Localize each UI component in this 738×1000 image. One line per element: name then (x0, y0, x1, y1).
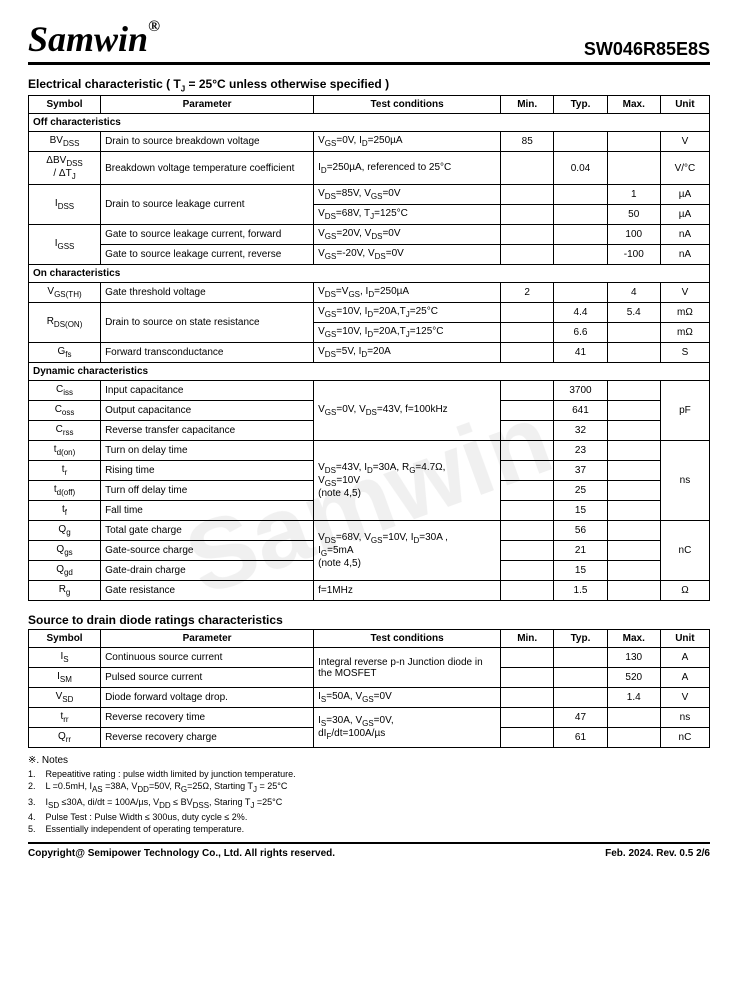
subheader-on: On characteristics (29, 265, 710, 283)
note-item: 1. Repeatitive rating : pulse width limi… (28, 768, 710, 780)
electrical-table: Symbol Parameter Test conditions Min. Ty… (28, 95, 710, 601)
note-item: 2. L =0.5mH, IAS =38A, VDD=50V, RG=25Ω, … (28, 780, 710, 796)
table-row: VGS(TH) Gate threshold voltage VDS=VGS, … (29, 283, 710, 303)
revision: Feb. 2024. Rev. 0.5 2/6 (605, 848, 710, 859)
table-row: VSD Diode forward voltage drop. IS=50A, … (29, 688, 710, 708)
table-row: td(on) Turn on delay time VDS=43V, ID=30… (29, 441, 710, 461)
table-row: IDSS Drain to source leakage current VDS… (29, 185, 710, 205)
table-row: BVDSS Drain to source breakdown voltage … (29, 132, 710, 152)
note-item: 5. Essentially independent of operating … (28, 823, 710, 835)
table-header-row: Symbol Parameter Test conditions Min. Ty… (29, 630, 710, 648)
table-row: trr Reverse recovery time IS=30A, VGS=0V… (29, 708, 710, 728)
table-row: Rg Gate resistance f=1MHz 1.5 Ω (29, 581, 710, 601)
copyright: Copyright@ Semipower Technology Co., Ltd… (28, 848, 335, 859)
note-item: 4. Pulse Test : Pulse Width ≤ 300us, dut… (28, 811, 710, 823)
table-row: ΔBVDSS/ ΔTJ Breakdown voltage temperatur… (29, 152, 710, 185)
part-number: SW046R85E8S (584, 39, 710, 60)
notes-block: ※. Notes 1. Repeatitive rating : pulse w… (28, 754, 710, 835)
diode-table: Symbol Parameter Test conditions Min. Ty… (28, 629, 710, 748)
table-row: Gfs Forward transconductance VDS=5V, ID=… (29, 343, 710, 363)
note-item: 3. ISD ≤30A, di/dt = 100A/µs, VDD ≤ BVDS… (28, 796, 710, 812)
section-title-electrical: Electrical characteristic ( TJ = 25°C un… (28, 77, 710, 93)
section-title-diode: Source to drain diode ratings characteri… (28, 613, 710, 627)
table-row: RDS(ON) Drain to source on state resista… (29, 303, 710, 323)
subheader-dynamic: Dynamic characteristics (29, 363, 710, 381)
table-row: IGSS Gate to source leakage current, for… (29, 225, 710, 245)
table-row: Ciss Input capacitance VGS=0V, VDS=43V, … (29, 381, 710, 401)
page-footer: Copyright@ Semipower Technology Co., Ltd… (28, 842, 710, 859)
brand-logo: Samwin® (28, 18, 160, 60)
table-row: Qg Total gate charge VDS=68V, VGS=10V, I… (29, 521, 710, 541)
page-header: Samwin® SW046R85E8S (28, 18, 710, 65)
subheader-off: Off characteristics (29, 114, 710, 132)
table-row: IS Continuous source current Integral re… (29, 648, 710, 668)
table-header-row: Symbol Parameter Test conditions Min. Ty… (29, 96, 710, 114)
table-row: Gate to source leakage current, reverse … (29, 245, 710, 265)
